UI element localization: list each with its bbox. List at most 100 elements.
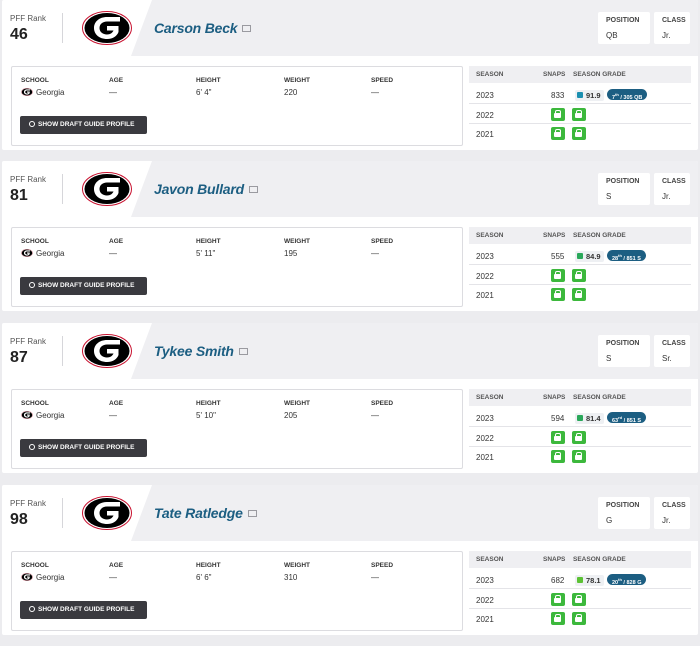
compare-icon[interactable]: [247, 510, 257, 517]
age-label: AGE: [109, 562, 124, 569]
snaps-value: 555: [551, 252, 565, 261]
age-label: AGE: [109, 77, 124, 84]
season-year: 2022: [476, 272, 494, 281]
compare-icon[interactable]: [242, 25, 252, 32]
season-row: 2023 833 91.9 7th / 305 QB: [469, 86, 691, 104]
snaps-value: 833: [551, 91, 565, 100]
speed-value: —: [371, 88, 379, 97]
rank-number: 46: [10, 26, 28, 43]
season-grade: 91.9: [575, 90, 604, 101]
georgia-logo-icon: [82, 496, 132, 530]
season-grade: 81.4: [575, 413, 604, 424]
height-value: 5' 11": [196, 249, 216, 258]
lock-icon[interactable]: [551, 431, 565, 444]
class-box: CLASS Jr.: [654, 173, 690, 205]
class-value: Jr.: [662, 192, 671, 201]
divider: [62, 336, 63, 366]
lock-icon[interactable]: [551, 269, 565, 282]
season-row: 2021: [469, 448, 691, 466]
school-value: Georgia: [21, 411, 64, 420]
rank-label: PFF Rank: [10, 499, 47, 508]
class-value: Sr.: [662, 354, 672, 363]
player-name-link[interactable]: Tykee Smith: [154, 343, 248, 359]
age-value: —: [109, 249, 117, 258]
lock-icon[interactable]: [572, 612, 586, 625]
age-value: —: [109, 88, 117, 97]
grade-rank-badge: 28th / 851 S: [607, 250, 646, 262]
season-grade: 84.9: [575, 251, 604, 262]
season-year: 2022: [476, 596, 494, 605]
season-year: 2021: [476, 130, 494, 139]
georgia-logo-icon: [21, 249, 33, 257]
player-info-panel: SCHOOL Georgia AGE — HEIGHT 6' 4" WEIGHT 220 SPE…: [11, 66, 463, 146]
age-label: AGE: [109, 238, 124, 245]
georgia-logo-icon: [21, 573, 33, 581]
lock-icon[interactable]: [551, 127, 565, 140]
show-draft-guide-button[interactable]: SHOW DRAFT GUIDE PROFILE: [20, 116, 147, 134]
lock-icon[interactable]: [572, 288, 586, 301]
player-info-panel: SCHOOL Georgia AGE — HEIGHT 5' 10" WEIGHT 205 SP…: [11, 389, 463, 469]
rank-label: PFF Rank: [10, 175, 47, 184]
class-box: CLASS Sr.: [654, 335, 690, 367]
grade-color-icon: [577, 92, 583, 98]
school-label: SCHOOL: [21, 400, 49, 407]
lock-icon[interactable]: [551, 108, 565, 121]
height-value: 6' 4": [196, 88, 212, 97]
lock-icon[interactable]: [551, 288, 565, 301]
lock-icon[interactable]: [551, 450, 565, 463]
show-draft-guide-button[interactable]: SHOW DRAFT GUIDE PROFILE: [20, 439, 147, 457]
player-name-link[interactable]: Carson Beck: [154, 20, 252, 36]
height-value: 6' 6": [196, 573, 212, 582]
grade-rank-badge: 63rd / 851 S: [607, 412, 647, 424]
lock-icon[interactable]: [572, 431, 586, 444]
player-card: PFF Rank 81 Javon Bullard POSITION S CLASS Jr.…: [2, 161, 698, 311]
player-name-link[interactable]: Javon Bullard: [154, 181, 258, 197]
weight-label: WEIGHT: [284, 77, 310, 84]
grades-header: SEASON SNAPS SEASON GRADE: [469, 227, 691, 244]
compare-icon[interactable]: [248, 186, 258, 193]
search-icon: [29, 121, 35, 127]
georgia-logo-icon: [82, 172, 132, 206]
search-icon: [29, 606, 35, 612]
season-year: 2023: [476, 414, 494, 423]
show-draft-guide-button[interactable]: SHOW DRAFT GUIDE PROFILE: [20, 601, 147, 619]
georgia-logo-icon: [21, 411, 33, 419]
weight-value: 195: [284, 249, 298, 258]
player-info-panel: SCHOOL Georgia AGE — HEIGHT 6' 6" WEIGHT 310 SPE…: [11, 551, 463, 631]
lock-icon[interactable]: [572, 108, 586, 121]
grade-color-icon: [577, 577, 583, 583]
rank-number: 98: [10, 511, 28, 528]
class-box: CLASS Jr.: [654, 497, 690, 529]
grades-header: SEASON SNAPS SEASON GRADE: [469, 389, 691, 406]
lock-icon[interactable]: [572, 127, 586, 140]
height-label: HEIGHT: [196, 238, 221, 245]
season-year: 2021: [476, 453, 494, 462]
speed-label: SPEED: [371, 77, 394, 84]
school-label: SCHOOL: [21, 238, 49, 245]
position-box: POSITION QB: [598, 12, 650, 44]
season-year: 2021: [476, 615, 494, 624]
class-box: CLASS Jr.: [654, 12, 690, 44]
weight-value: 310: [284, 573, 298, 582]
school-label: SCHOOL: [21, 562, 49, 569]
school-value: Georgia: [21, 88, 64, 97]
georgia-logo-icon: [82, 334, 132, 368]
lock-icon[interactable]: [551, 593, 565, 606]
show-draft-guide-button[interactable]: SHOW DRAFT GUIDE PROFILE: [20, 277, 147, 295]
season-row: 2023 594 81.4 63rd / 851 S: [469, 409, 691, 427]
season-row: 2022: [469, 591, 691, 609]
lock-icon[interactable]: [572, 450, 586, 463]
weight-label: WEIGHT: [284, 400, 310, 407]
season-row: 2022: [469, 106, 691, 124]
lock-icon[interactable]: [551, 612, 565, 625]
class-value: Jr.: [662, 31, 671, 40]
lock-icon[interactable]: [572, 593, 586, 606]
compare-icon[interactable]: [238, 348, 248, 355]
age-value: —: [109, 411, 117, 420]
lock-icon[interactable]: [572, 269, 586, 282]
player-name-link[interactable]: Tate Ratledge: [154, 505, 257, 521]
speed-value: —: [371, 411, 379, 420]
season-row: 2023 555 84.9 28th / 851 S: [469, 247, 691, 265]
season-row: 2021: [469, 125, 691, 143]
speed-value: —: [371, 249, 379, 258]
